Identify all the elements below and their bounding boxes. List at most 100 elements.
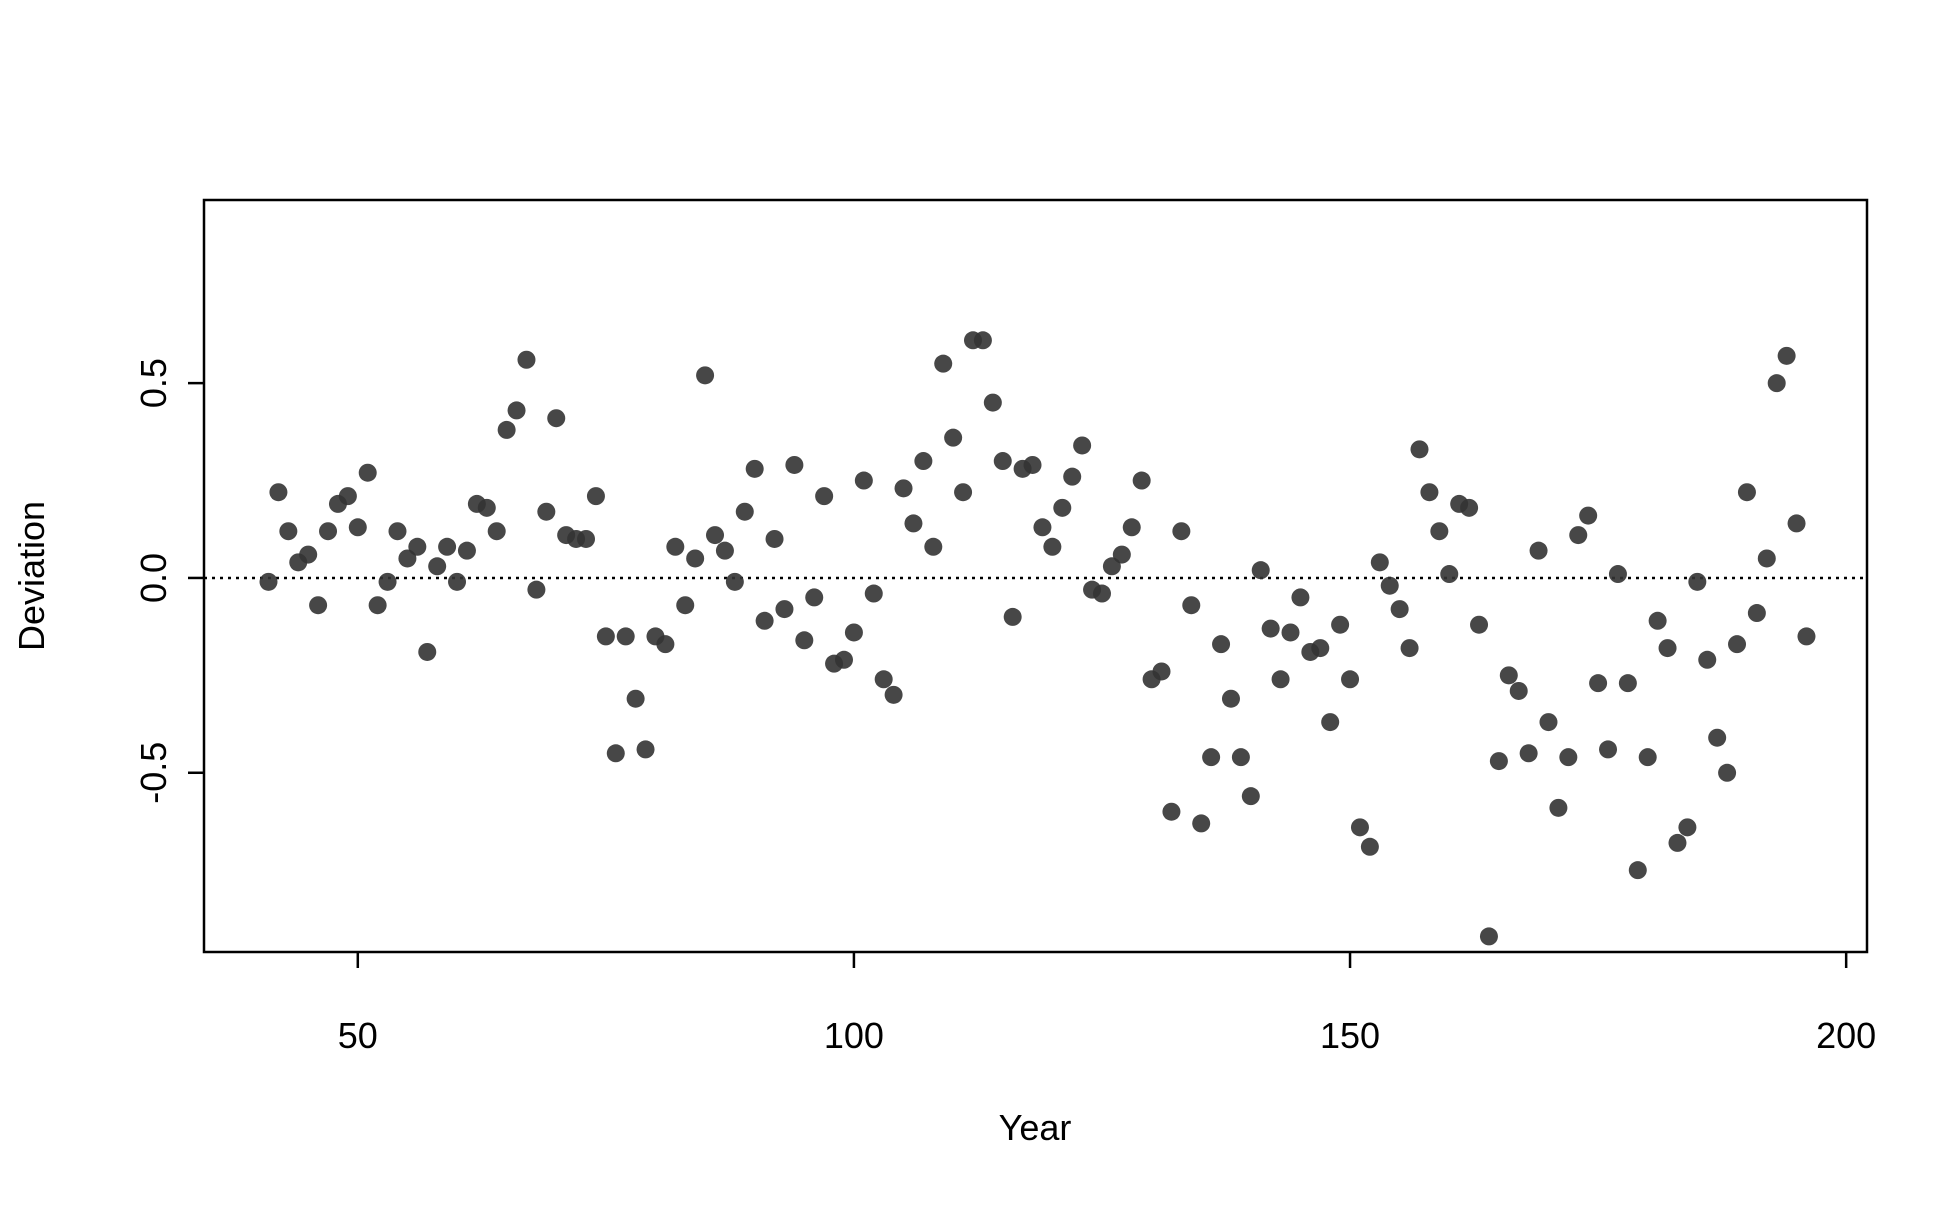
point	[477, 498, 496, 517]
x-axis-label: Year	[999, 1107, 1072, 1148]
point	[1370, 553, 1389, 572]
point	[1212, 635, 1231, 654]
point	[1073, 436, 1092, 455]
point	[715, 541, 734, 560]
point	[1479, 927, 1498, 946]
point	[914, 452, 933, 471]
point	[1261, 619, 1280, 638]
point	[279, 522, 298, 541]
point	[1281, 623, 1300, 642]
x-tick-label: 150	[1320, 1015, 1380, 1056]
point	[577, 529, 596, 548]
point	[1122, 518, 1141, 537]
point	[457, 541, 476, 560]
point	[527, 580, 546, 599]
point	[1549, 798, 1568, 817]
point	[1380, 576, 1399, 595]
point	[1589, 674, 1608, 693]
point	[1509, 681, 1528, 700]
point	[448, 572, 467, 591]
point	[1470, 615, 1489, 634]
point	[299, 545, 318, 564]
y-tick-label: 0.5	[133, 358, 174, 408]
y-tick-label: 0.0	[133, 553, 174, 603]
point	[1221, 689, 1240, 708]
point	[1539, 713, 1558, 732]
point	[487, 522, 506, 541]
point	[795, 631, 814, 650]
point	[1430, 522, 1449, 541]
point	[874, 670, 893, 689]
point	[1390, 600, 1409, 619]
point	[1241, 787, 1260, 806]
point	[983, 393, 1002, 412]
point	[586, 487, 605, 506]
point	[1182, 596, 1201, 615]
point	[745, 459, 764, 478]
point	[686, 549, 705, 568]
point	[1708, 728, 1727, 747]
point	[1341, 670, 1360, 689]
point	[954, 483, 973, 502]
point	[1331, 615, 1350, 634]
point	[805, 588, 824, 607]
point	[1192, 814, 1211, 833]
point	[1628, 861, 1647, 880]
point	[904, 514, 923, 533]
point	[348, 518, 367, 537]
point	[765, 529, 784, 548]
point	[1420, 483, 1439, 502]
point	[815, 487, 834, 506]
point	[1579, 506, 1598, 525]
point	[864, 584, 883, 603]
point	[934, 354, 953, 373]
point	[676, 596, 695, 615]
point	[1152, 662, 1171, 681]
point	[725, 572, 744, 591]
point	[1787, 514, 1806, 533]
point	[428, 557, 447, 576]
point	[1043, 537, 1062, 556]
point	[1777, 346, 1796, 365]
point	[944, 428, 963, 447]
point	[666, 537, 685, 556]
point	[259, 572, 278, 591]
point	[1688, 572, 1707, 591]
point	[368, 596, 387, 615]
point	[1172, 522, 1191, 541]
point	[1063, 467, 1082, 486]
x-tick-label: 200	[1816, 1015, 1876, 1056]
y-axis-label: Deviation	[11, 501, 52, 651]
point	[1350, 818, 1369, 837]
point	[1440, 565, 1459, 584]
point	[894, 479, 913, 498]
point	[1360, 837, 1379, 856]
point	[1003, 607, 1022, 626]
point	[309, 596, 328, 615]
point	[1460, 498, 1479, 517]
point	[398, 549, 417, 568]
point	[1668, 833, 1687, 852]
point	[1400, 639, 1419, 658]
point	[1112, 545, 1131, 564]
point	[1658, 639, 1677, 658]
point	[696, 366, 715, 385]
point	[497, 420, 516, 439]
point	[338, 487, 357, 506]
point	[706, 526, 725, 545]
point	[1767, 374, 1786, 393]
point	[358, 463, 377, 482]
point	[884, 685, 903, 704]
x-tick-label: 100	[824, 1015, 884, 1056]
point	[1291, 588, 1310, 607]
point	[378, 572, 397, 591]
point	[755, 611, 774, 630]
point	[1718, 763, 1737, 782]
point	[547, 409, 566, 428]
point	[388, 522, 407, 541]
point	[1618, 674, 1637, 693]
point	[1053, 498, 1072, 517]
point	[854, 471, 873, 490]
